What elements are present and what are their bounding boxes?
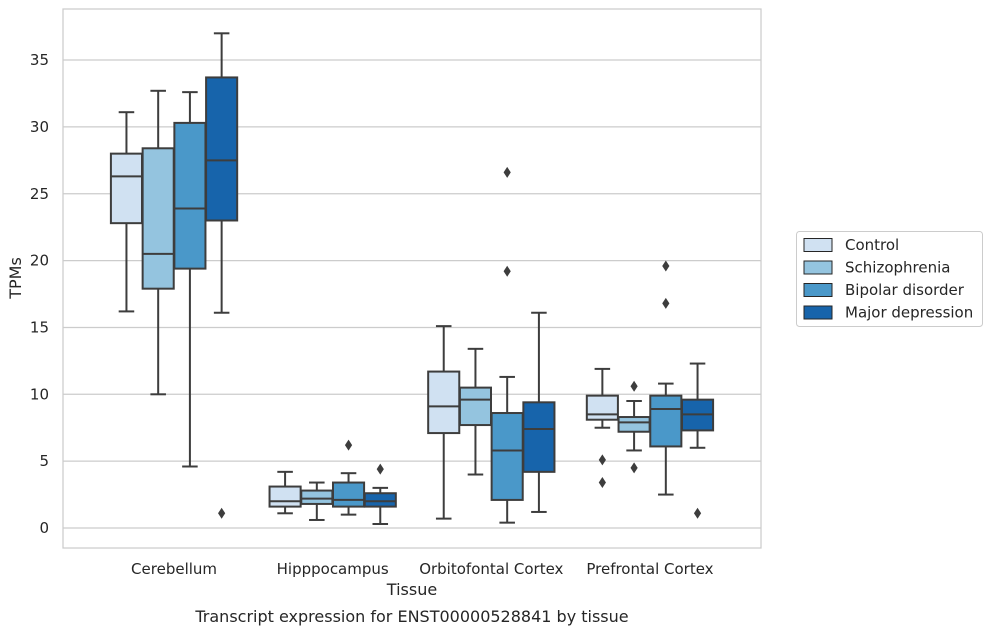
- outlier-point: [630, 380, 638, 392]
- legend-swatch: [803, 305, 833, 320]
- box: [522, 401, 556, 473]
- box: [331, 481, 366, 508]
- boxplot-control: [268, 470, 302, 515]
- box: [490, 412, 524, 501]
- y-tick-label: 35: [30, 51, 49, 69]
- boxplot-control: [585, 367, 619, 489]
- legend-frame: [796, 231, 983, 327]
- legend-label: Schizophrenia: [845, 259, 950, 277]
- box: [427, 370, 461, 435]
- x-tick-label: Orbitofontal Cortex: [419, 560, 563, 578]
- outlier-point: [630, 462, 638, 474]
- legend-swatch: [803, 238, 833, 252]
- box: [649, 394, 683, 448]
- boxplot-bipolar-disorder: [490, 166, 524, 524]
- figure-caption: Transcript expression for ENST0000052884…: [194, 607, 628, 626]
- boxplot-major-depression: [363, 463, 397, 525]
- boxplot-schizophrenia: [300, 481, 334, 521]
- boxplot-bipolar-disorder: [649, 260, 683, 496]
- plot-frame: [62, 8, 762, 549]
- boxplots: [109, 32, 715, 525]
- outlier-point: [662, 297, 670, 309]
- box: [585, 394, 619, 421]
- legend-swatch: [803, 260, 833, 275]
- gridlines: [63, 59, 761, 529]
- legend-label: Bipolar disorder: [845, 281, 965, 299]
- boxplot-bipolar-disorder: [331, 439, 366, 516]
- outlier-point: [503, 166, 511, 178]
- x-tick-labels: Cerebellum Hipppocampus Orbitofontal Corte…: [131, 560, 714, 578]
- box: [268, 485, 302, 508]
- boxplot-major-depression: [205, 32, 239, 519]
- y-tick-label: 0: [39, 519, 49, 537]
- box: [458, 386, 493, 427]
- boxplot-control: [109, 111, 144, 313]
- outlier-point: [376, 463, 384, 475]
- box: [141, 147, 175, 290]
- y-tick-label: 20: [30, 252, 49, 270]
- y-tick-labels: 0 5 10 15 20 25 30 35: [30, 51, 49, 537]
- outlier-point: [598, 477, 606, 489]
- boxplot-schizophrenia: [458, 347, 493, 476]
- outlier-point: [598, 454, 606, 466]
- boxplot-bipolar-disorder: [173, 91, 207, 468]
- box: [300, 489, 334, 505]
- box: [617, 416, 651, 433]
- x-tick-label: Prefrontal Cortex: [586, 560, 713, 578]
- x-axis-label: Tissue: [386, 580, 437, 599]
- y-tick-label: 25: [30, 185, 49, 203]
- boxplot-control: [427, 325, 461, 520]
- boxplot-major-depression: [680, 362, 715, 519]
- legend: Control Schizophrenia Bipolar disorder Majo…: [796, 231, 983, 327]
- y-tick-label: 30: [30, 118, 49, 136]
- x-tick-label: Cerebellum: [131, 560, 217, 578]
- legend-label: Control: [845, 236, 899, 254]
- boxplot-schizophrenia: [141, 89, 175, 396]
- y-tick-label: 5: [39, 452, 49, 470]
- outlier-point: [218, 507, 226, 519]
- outlier-point: [503, 265, 511, 277]
- box: [205, 76, 239, 222]
- outlier-point: [344, 439, 353, 451]
- outlier-point: [662, 260, 670, 272]
- outlier-point: [693, 507, 702, 519]
- y-axis-label: TPMs: [6, 257, 25, 300]
- y-tick-label: 15: [30, 318, 49, 336]
- y-tick-label: 10: [30, 385, 49, 403]
- legend-swatch: [803, 283, 833, 297]
- box: [109, 152, 144, 225]
- x-tick-label: Hipppocampus: [277, 560, 389, 578]
- legend-label: Major depression: [845, 304, 973, 322]
- boxplot-major-depression: [522, 311, 556, 513]
- box: [363, 492, 397, 508]
- box: [173, 121, 207, 270]
